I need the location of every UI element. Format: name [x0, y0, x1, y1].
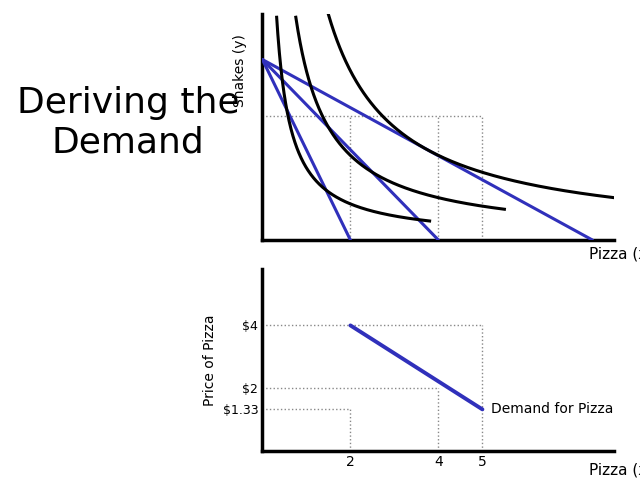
Y-axis label: Price of Pizza: Price of Pizza	[203, 314, 217, 406]
X-axis label: Pizza (x): Pizza (x)	[589, 247, 640, 262]
X-axis label: Pizza (x): Pizza (x)	[589, 462, 640, 477]
Text: Demand for Pizza: Demand for Pizza	[492, 402, 614, 416]
Text: Shakes (y): Shakes (y)	[234, 35, 248, 107]
Text: Deriving the
Demand: Deriving the Demand	[17, 86, 239, 160]
